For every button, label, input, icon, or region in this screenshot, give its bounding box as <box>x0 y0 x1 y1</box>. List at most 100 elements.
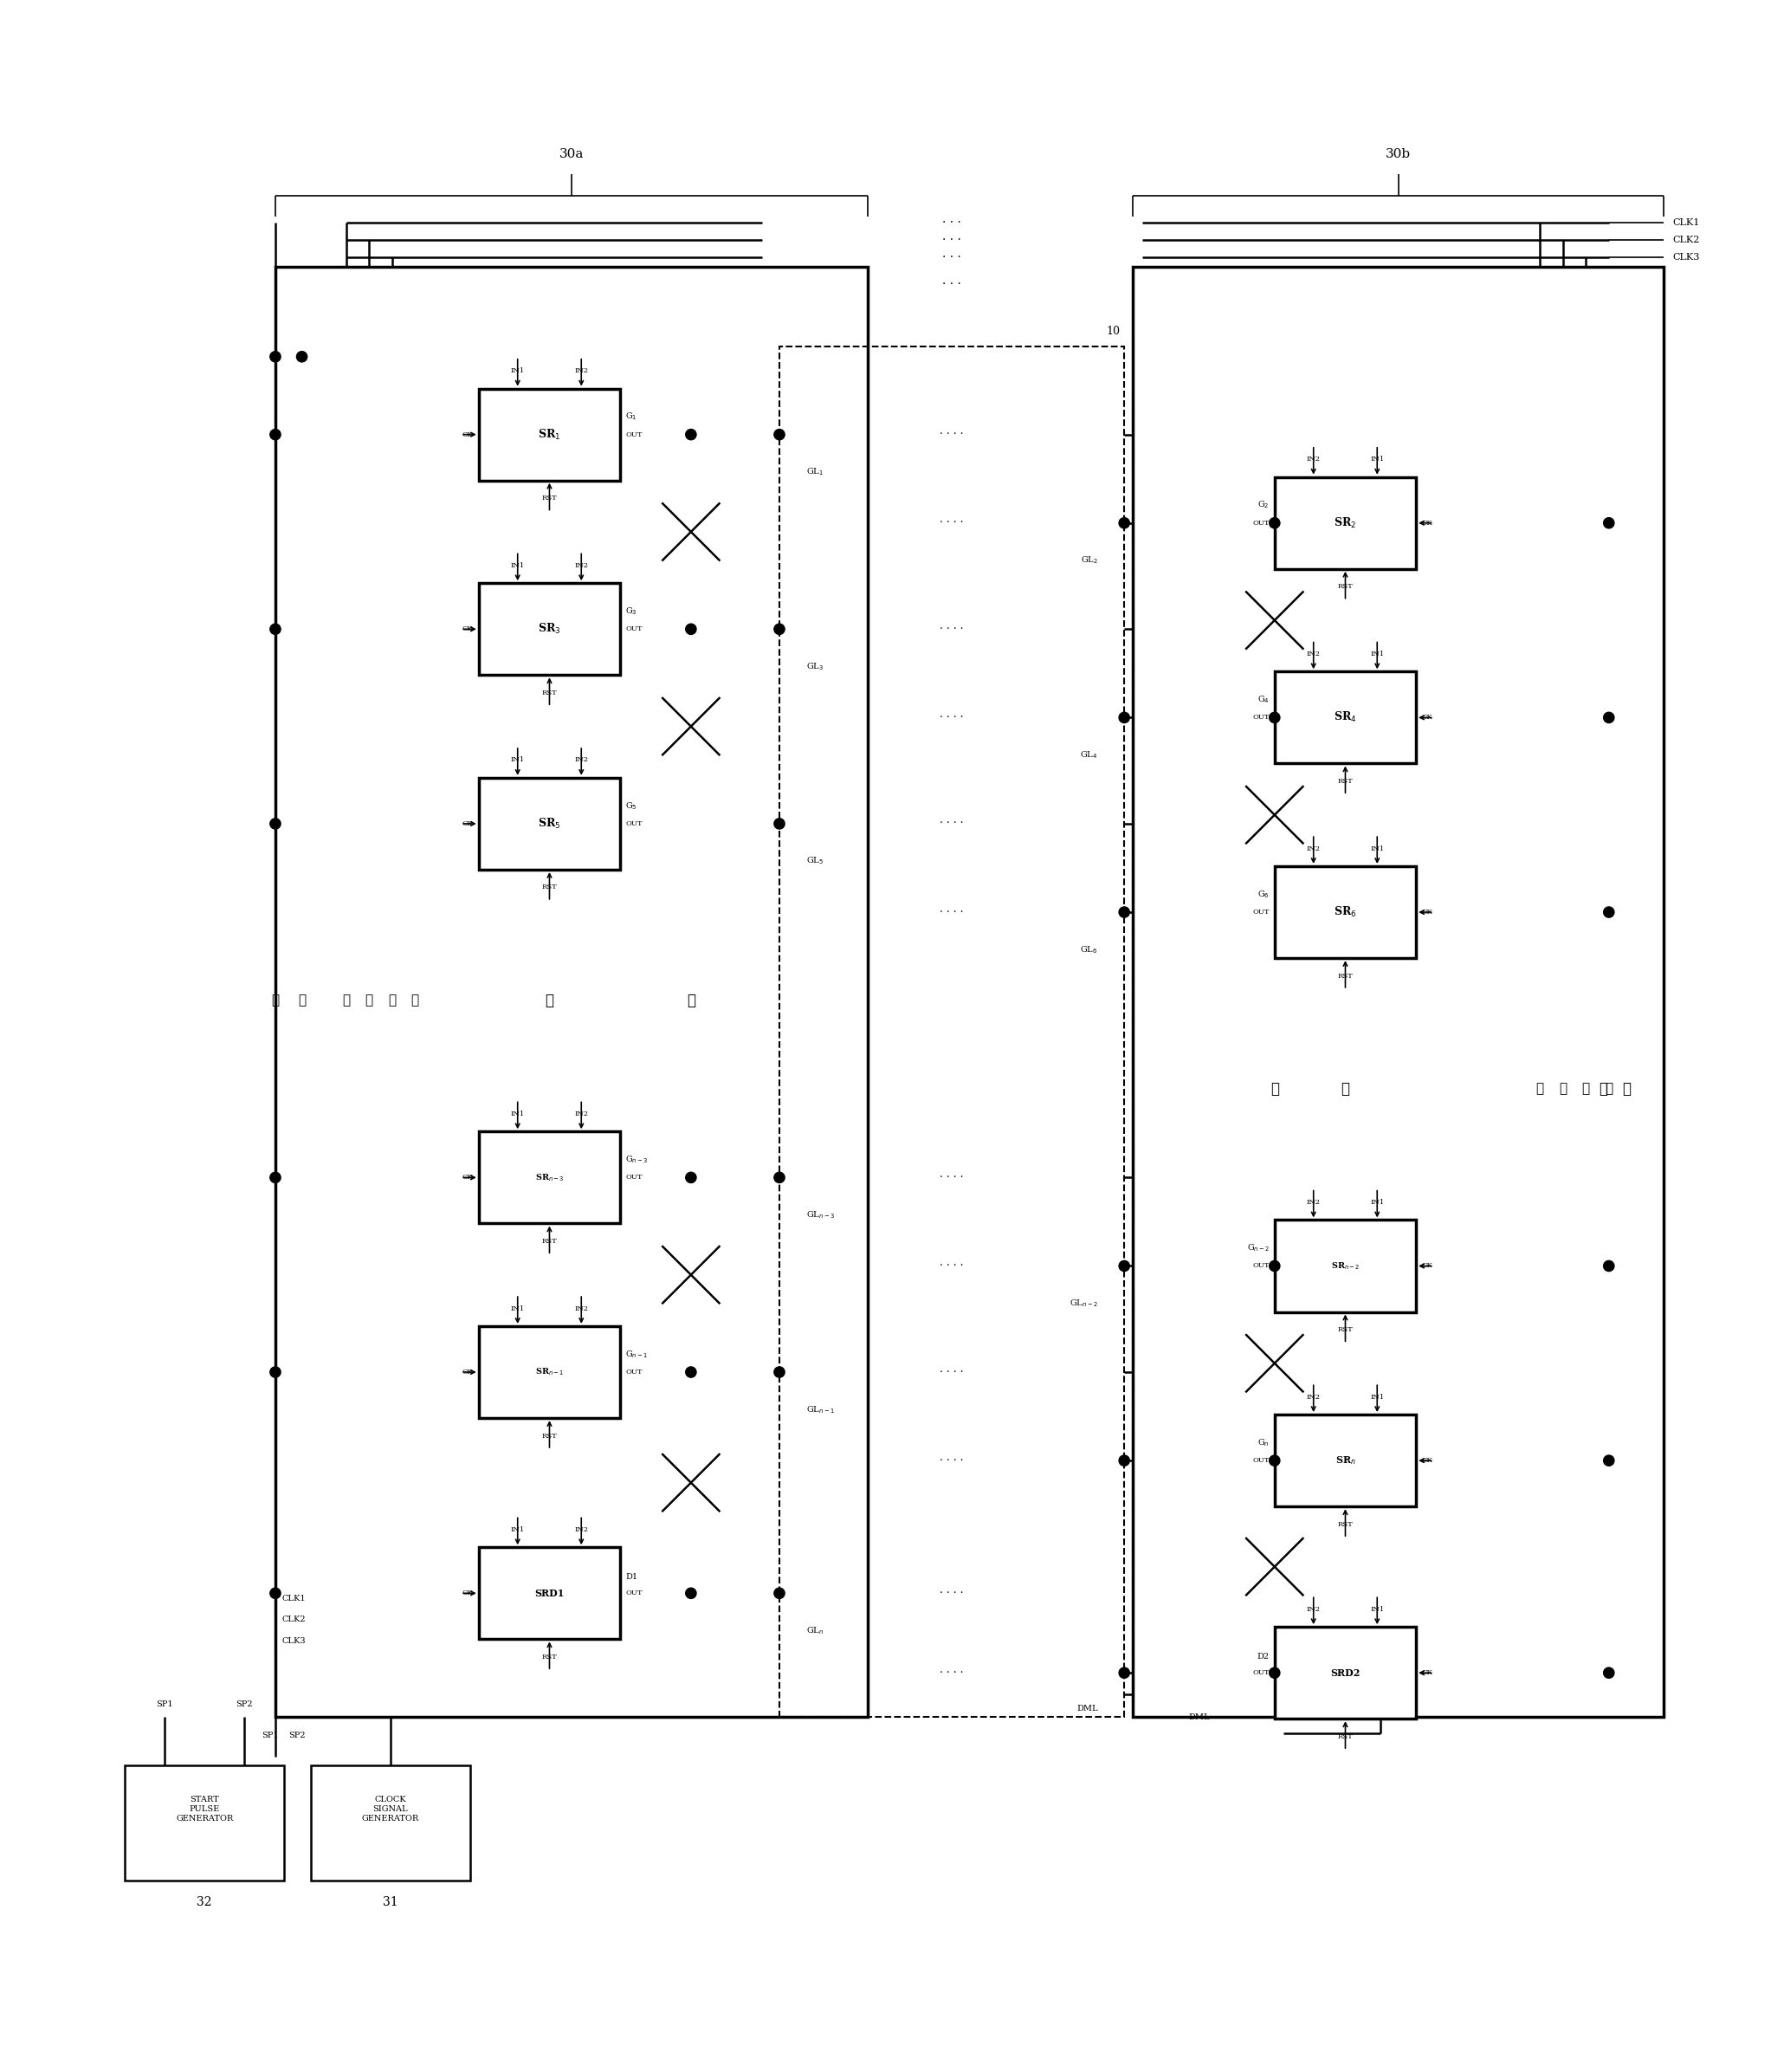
Bar <box>1275 477 1417 570</box>
Text: SR$_3$: SR$_3$ <box>538 622 561 636</box>
Text: RST: RST <box>1337 1732 1353 1740</box>
Text: · · · ·: · · · · <box>940 818 963 829</box>
Text: DML: DML <box>1188 1714 1210 1722</box>
Text: OUT: OUT <box>625 431 643 437</box>
Text: IN2: IN2 <box>574 1527 588 1533</box>
Text: RST: RST <box>1337 1326 1353 1332</box>
Text: ⋮: ⋮ <box>1558 1084 1567 1096</box>
Circle shape <box>1270 1260 1280 1272</box>
Text: G$_3$: G$_3$ <box>625 605 638 617</box>
Text: CK: CK <box>462 821 473 827</box>
Circle shape <box>774 1173 785 1183</box>
Circle shape <box>1119 1455 1130 1465</box>
Text: IN1: IN1 <box>510 1305 524 1312</box>
Circle shape <box>269 1173 280 1183</box>
Text: CK: CK <box>462 1175 473 1181</box>
Text: 30a: 30a <box>560 149 584 160</box>
Text: CLK2: CLK2 <box>282 1616 305 1624</box>
Bar <box>478 582 620 675</box>
Text: SR$_{n-3}$: SR$_{n-3}$ <box>535 1173 565 1183</box>
Text: RST: RST <box>542 885 558 891</box>
Bar <box>1275 671 1417 765</box>
Text: GL$_6$: GL$_6$ <box>1080 945 1098 955</box>
Text: · · · ·: · · · · <box>940 1365 963 1378</box>
Text: G$_5$: G$_5$ <box>625 800 638 812</box>
Bar <box>275 267 868 1718</box>
Text: ⋮: ⋮ <box>365 995 374 1007</box>
Bar <box>310 1765 469 1881</box>
Text: GL$_1$: GL$_1$ <box>806 466 824 477</box>
Text: · · · ·: · · · · <box>940 1668 963 1678</box>
Text: CK: CK <box>1422 1262 1433 1270</box>
Text: · · ·: · · · <box>942 234 962 247</box>
Text: ⋮: ⋮ <box>1582 1084 1590 1096</box>
Circle shape <box>1603 1260 1613 1272</box>
Text: SRD2: SRD2 <box>1330 1668 1360 1678</box>
Text: CLK2: CLK2 <box>1672 236 1700 244</box>
Text: · · ·: · · · <box>942 251 962 263</box>
Text: · · · ·: · · · · <box>940 429 963 439</box>
Text: CK: CK <box>462 431 473 437</box>
Bar <box>126 1765 283 1881</box>
Circle shape <box>1270 713 1280 723</box>
Circle shape <box>685 1368 696 1378</box>
Circle shape <box>296 352 306 363</box>
Circle shape <box>1119 1260 1130 1272</box>
Text: G$_4$: G$_4$ <box>1257 694 1270 704</box>
Text: ⋮: ⋮ <box>1341 1082 1350 1096</box>
Text: SR$_6$: SR$_6$ <box>1334 905 1357 920</box>
Text: SRD1: SRD1 <box>535 1589 565 1598</box>
Text: 32: 32 <box>197 1896 213 1908</box>
Text: CLK1: CLK1 <box>1672 218 1700 226</box>
Text: · · ·: · · · <box>942 278 962 290</box>
Text: IN2: IN2 <box>574 367 588 375</box>
Text: OUT: OUT <box>1252 1262 1270 1270</box>
Circle shape <box>1603 518 1613 528</box>
Circle shape <box>1270 1455 1280 1465</box>
Text: IN2: IN2 <box>574 1305 588 1312</box>
Text: OUT: OUT <box>625 1175 643 1181</box>
Text: RST: RST <box>542 1653 558 1660</box>
Text: OUT: OUT <box>1252 520 1270 526</box>
Text: GL$_{n-2}$: GL$_{n-2}$ <box>1070 1297 1098 1310</box>
Text: IN1: IN1 <box>1371 845 1385 852</box>
Text: G$_n$: G$_n$ <box>1257 1438 1270 1448</box>
Text: CK: CK <box>1422 520 1433 526</box>
Text: ⋮: ⋮ <box>411 995 420 1007</box>
Text: 31: 31 <box>383 1896 398 1908</box>
Text: SR$_4$: SR$_4$ <box>1334 711 1357 725</box>
Text: · · · ·: · · · · <box>940 518 963 528</box>
Text: CK: CK <box>1422 715 1433 721</box>
Text: CK: CK <box>1422 1457 1433 1465</box>
Text: CLK3: CLK3 <box>282 1637 305 1645</box>
Text: SR$_n$: SR$_n$ <box>1335 1455 1355 1467</box>
Text: DML: DML <box>1077 1705 1098 1711</box>
Text: RST: RST <box>1337 1521 1353 1527</box>
Text: IN1: IN1 <box>1371 456 1385 462</box>
Circle shape <box>685 624 696 634</box>
Text: CLOCK
SIGNAL
GENERATOR: CLOCK SIGNAL GENERATOR <box>361 1796 420 1823</box>
Text: · · · ·: · · · · <box>940 624 963 634</box>
Text: G$_2$: G$_2$ <box>1257 499 1270 510</box>
Circle shape <box>1119 1668 1130 1678</box>
Text: START
PULSE
GENERATOR: START PULSE GENERATOR <box>175 1796 234 1823</box>
Text: ⋮: ⋮ <box>342 995 351 1007</box>
Text: OUT: OUT <box>1252 1457 1270 1465</box>
Text: IN1: IN1 <box>1371 1200 1385 1206</box>
Text: G$_{n-2}$: G$_{n-2}$ <box>1247 1243 1270 1254</box>
Circle shape <box>1603 1455 1613 1465</box>
Text: IN1: IN1 <box>1371 651 1385 657</box>
Text: 30b: 30b <box>1385 149 1411 160</box>
Text: · · · ·: · · · · <box>940 1587 963 1600</box>
Text: G$_6$: G$_6$ <box>1257 889 1270 899</box>
Bar <box>1275 866 1417 957</box>
Text: SR$_1$: SR$_1$ <box>538 427 561 441</box>
Circle shape <box>269 1587 280 1598</box>
Text: CK: CK <box>462 626 473 632</box>
Text: GL$_5$: GL$_5$ <box>806 856 824 866</box>
Text: ⋮: ⋮ <box>271 995 280 1007</box>
Bar <box>478 1548 620 1639</box>
Text: IN1: IN1 <box>510 1111 524 1117</box>
Circle shape <box>269 429 280 439</box>
Text: · · · ·: · · · · <box>940 713 963 723</box>
